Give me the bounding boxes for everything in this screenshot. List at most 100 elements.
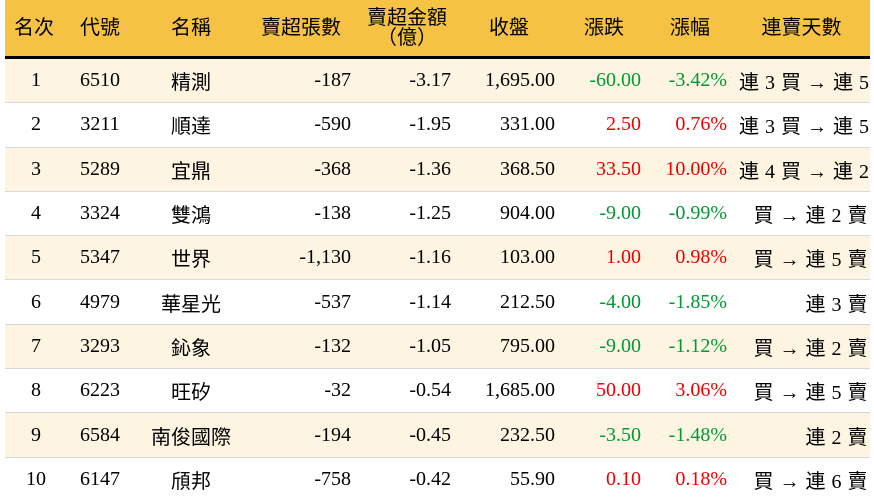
cell-rank: 4 — [5, 191, 63, 237]
table-row[interactable]: 6 4979 華星光 -537 -1.14 212.50 -4.00 -1.85% 連 3 賣 — [5, 279, 870, 325]
table-row[interactable]: 2 3211 順達 -590 -1.95 331.00 2.50 0.76% 連 3 買 → 連… — [5, 102, 870, 148]
cell-change-percent: -0.99% — [647, 191, 733, 237]
cell-close: 212.50 — [457, 279, 561, 325]
cell-sell-lots: -138 — [245, 191, 357, 237]
cell-change: 50.00 — [561, 368, 647, 414]
column-header-close-label: 收盤 — [489, 16, 529, 39]
cell-close: 103.00 — [457, 235, 561, 281]
table-row[interactable]: 7 3293 鈊象 -132 -1.05 795.00 -9.00 -1.12% 買 → 連 2… — [5, 324, 870, 370]
cell-sell-amount: -3.17 — [357, 57, 457, 104]
cell-sell-amount: -1.36 — [357, 147, 457, 192]
cell-change: -9.00 — [561, 191, 647, 237]
cell-sell-amount: -0.42 — [357, 457, 457, 501]
cell-change: 0.10 — [561, 457, 647, 501]
column-header-rank[interactable]: 名次 — [5, 0, 63, 59]
cell-code: 6147 — [63, 457, 137, 501]
cell-change-percent: -1.12% — [647, 324, 733, 370]
cell-name: 南俊國際 — [137, 412, 245, 458]
cell-change: -9.00 — [561, 324, 647, 370]
cell-rank: 2 — [5, 102, 63, 148]
cell-change-percent: -1.48% — [647, 412, 733, 458]
cell-consecutive-days: 買 → 連 2 賣 — [733, 324, 870, 370]
cell-change: 2.50 — [561, 102, 647, 148]
cell-code: 3293 — [63, 324, 137, 370]
cell-rank: 7 — [5, 324, 63, 370]
cell-sell-amount: -1.14 — [357, 279, 457, 325]
column-header-sell-lots-label: 賣超張數 — [261, 16, 341, 39]
cell-change: 33.50 — [561, 147, 647, 192]
cell-name: 世界 — [137, 235, 245, 281]
header-row: 名次 代號 名稱 賣超張數 賣超金額 （億） 收 — [5, 0, 870, 59]
cell-sell-lots: -1,130 — [245, 235, 357, 281]
cell-change-percent: 0.98% — [647, 235, 733, 281]
cell-close: 1,685.00 — [457, 368, 561, 414]
cell-sell-lots: -132 — [245, 324, 357, 370]
table-row[interactable]: 8 6223 旺矽 -32 -0.54 1,685.00 50.00 3.06% 買 → 連 5… — [5, 368, 870, 414]
column-header-sell-amount-line1: 賣超金額 — [367, 7, 447, 29]
column-header-sell-lots[interactable]: 賣超張數 — [245, 0, 357, 59]
cell-close: 55.90 — [457, 457, 561, 501]
column-header-sell-amount[interactable]: 賣超金額 （億） — [357, 0, 457, 59]
column-header-change-percent[interactable]: 漲幅 — [647, 0, 733, 59]
cell-change-percent: 3.06% — [647, 368, 733, 414]
cell-change-percent: -1.85% — [647, 279, 733, 325]
cell-change: -60.00 — [561, 57, 647, 104]
cell-name: 鈊象 — [137, 324, 245, 370]
table-row[interactable]: 10 6147 頎邦 -758 -0.42 55.90 0.10 0.18% 買 → 連 6 賣 — [5, 457, 870, 501]
cell-change-percent: -3.42% — [647, 57, 733, 104]
cell-code: 5289 — [63, 147, 137, 192]
cell-name: 精測 — [137, 57, 245, 104]
cell-name: 旺矽 — [137, 368, 245, 414]
cell-sell-amount: -1.16 — [357, 235, 457, 281]
column-header-name[interactable]: 名稱 — [137, 0, 245, 59]
cell-sell-amount: -1.95 — [357, 102, 457, 148]
table-row[interactable]: 3 5289 宜鼎 -368 -1.36 368.50 33.50 10.00% 連 4 買 →… — [5, 147, 870, 192]
cell-consecutive-days: 連 3 買 → 連 5 賣 — [733, 102, 870, 148]
table-row[interactable]: 4 3324 雙鴻 -138 -1.25 904.00 -9.00 -0.99% 買 → 連 2… — [5, 191, 870, 237]
cell-close: 904.00 — [457, 191, 561, 237]
cell-rank: 6 — [5, 279, 63, 325]
cell-rank: 9 — [5, 412, 63, 458]
table-row[interactable]: 9 6584 南俊國際 -194 -0.45 232.50 -3.50 -1.48% 連 2 賣 — [5, 412, 870, 458]
cell-close: 795.00 — [457, 324, 561, 370]
table-header: 名次 代號 名稱 賣超張數 賣超金額 （億） 收 — [5, 0, 870, 59]
cell-code: 4979 — [63, 279, 137, 325]
cell-sell-amount: -1.05 — [357, 324, 457, 370]
table-row[interactable]: 5 5347 世界 -1,130 -1.16 103.00 1.00 0.98% 買 → 連 5… — [5, 235, 870, 281]
cell-rank: 8 — [5, 368, 63, 414]
cell-code: 6510 — [63, 57, 137, 104]
cell-code: 6584 — [63, 412, 137, 458]
column-header-code-label: 代號 — [80, 16, 120, 39]
column-header-name-label: 名稱 — [171, 16, 211, 39]
cell-close: 1,695.00 — [457, 57, 561, 104]
cell-change: -4.00 — [561, 279, 647, 325]
cell-consecutive-days: 連 4 買 → 連 2 賣 — [733, 147, 870, 192]
cell-code: 5347 — [63, 235, 137, 281]
cell-change: 1.00 — [561, 235, 647, 281]
cell-sell-lots: -194 — [245, 412, 357, 458]
cell-name: 順達 — [137, 102, 245, 148]
cell-code: 6223 — [63, 368, 137, 414]
column-header-close[interactable]: 收盤 — [457, 0, 561, 59]
cell-consecutive-days: 買 → 連 6 賣 — [733, 457, 870, 501]
cell-sell-amount: -0.54 — [357, 368, 457, 414]
column-header-change-percent-label: 漲幅 — [670, 16, 710, 39]
column-header-consecutive-days[interactable]: 連賣天數 — [733, 0, 870, 59]
column-header-consecutive-days-label: 連賣天數 — [761, 16, 842, 39]
column-header-code[interactable]: 代號 — [63, 0, 137, 59]
cell-rank: 1 — [5, 57, 63, 104]
cell-sell-lots: -590 — [245, 102, 357, 148]
cell-consecutive-days: 買 → 連 5 賣 — [733, 368, 870, 414]
cell-change-percent: 0.76% — [647, 102, 733, 148]
cell-sell-lots: -32 — [245, 368, 357, 414]
cell-rank: 10 — [5, 457, 63, 501]
cell-name: 頎邦 — [137, 457, 245, 501]
cell-name: 宜鼎 — [137, 147, 245, 192]
cell-sell-lots: -758 — [245, 457, 357, 501]
column-header-rank-label: 名次 — [14, 16, 54, 39]
cell-name: 華星光 — [137, 279, 245, 325]
table-row[interactable]: 1 6510 精測 -187 -3.17 1,695.00 -60.00 -3.42% 連 3 … — [5, 57, 870, 104]
column-header-change[interactable]: 漲跌 — [561, 0, 647, 59]
column-header-sell-amount-line2: （億） — [377, 27, 437, 49]
